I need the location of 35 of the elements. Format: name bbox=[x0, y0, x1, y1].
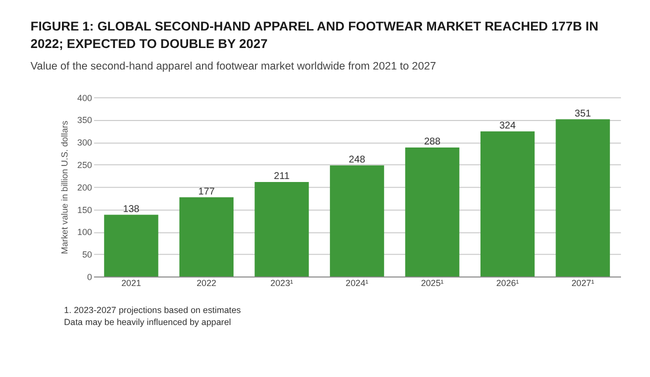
x-tick-label: 2023¹ bbox=[270, 278, 294, 288]
y-axis-title: Market value in billion U.S. dollars bbox=[59, 120, 70, 254]
bar bbox=[179, 197, 234, 277]
data-label: 177 bbox=[198, 186, 215, 198]
x-tick-label: 2026¹ bbox=[496, 278, 519, 288]
y-tick-label: 50 bbox=[82, 250, 92, 260]
chart-title: FIGURE 1: GLOBAL SECOND-HAND APPAREL AND FOOTWEAR MARKET REACHED 177B IN 2022; EXPECTED TO DOUBLE BY 2027 bbox=[30, 18, 598, 52]
data-label: 248 bbox=[348, 154, 366, 166]
x-tick-label: 2024¹ bbox=[346, 278, 368, 288]
bar bbox=[104, 214, 158, 277]
text: Data may be heavily influenced by apparel bbox=[64, 316, 231, 327]
y-tick-label: 250 bbox=[77, 160, 92, 170]
x-tick-label: 2027¹ bbox=[571, 278, 594, 288]
y-tick-label: 150 bbox=[77, 204, 92, 215]
y-tick-label: 350 bbox=[77, 115, 92, 126]
y-tick-label: 100 bbox=[77, 227, 92, 238]
bar bbox=[480, 131, 535, 277]
y-tick-label: 400 bbox=[77, 92, 92, 103]
bar bbox=[405, 148, 460, 277]
data-label: 211 bbox=[274, 171, 290, 182]
bar bbox=[556, 119, 610, 277]
x-tick-label: 2025¹ bbox=[420, 278, 444, 288]
data-label: 351 bbox=[574, 108, 592, 120]
y-tick-label: 0 bbox=[87, 272, 92, 282]
data-label: 324 bbox=[499, 120, 516, 132]
bar bbox=[254, 182, 309, 277]
data-label: 138 bbox=[122, 204, 140, 215]
y-tick-label: 200 bbox=[77, 182, 92, 192]
data-label: 288 bbox=[424, 136, 442, 148]
bar bbox=[330, 165, 384, 277]
x-tick-label: 2021 bbox=[121, 278, 142, 288]
x-tick-label: 2022 bbox=[196, 278, 216, 288]
y-tick-label: 300 bbox=[77, 138, 92, 148]
chart-subtitle: Value of the second-hand apparel and footwear market worldwide from 2021 to 2027 bbox=[30, 60, 436, 73]
text: 1. 2023-2027 projections based on estimates bbox=[64, 304, 242, 315]
